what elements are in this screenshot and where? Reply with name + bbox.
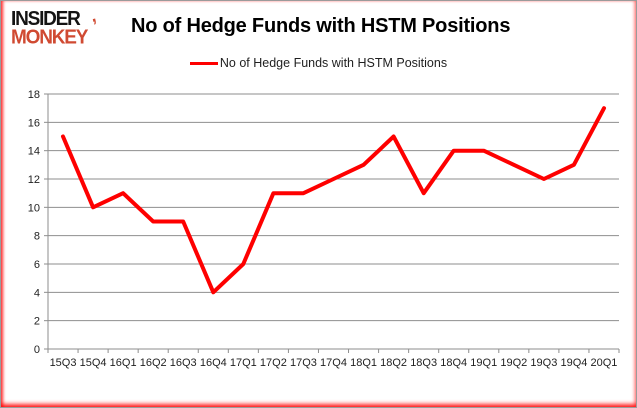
- y-tick-label: 14: [28, 146, 40, 158]
- y-tick-label: 18: [28, 89, 40, 101]
- chart-title: No of Hedge Funds with HSTM Positions: [131, 15, 511, 37]
- gridlines: [48, 93, 619, 350]
- x-tick-label: 18Q2: [380, 357, 407, 369]
- y-tick-label: 10: [28, 202, 40, 214]
- x-tick-label: 16Q4: [200, 357, 227, 369]
- legend-label: No of Hedge Funds with HSTM Positions: [219, 56, 448, 70]
- axis-lines: [47, 94, 619, 350]
- legend: No of Hedge Funds with HSTM Positions: [1, 56, 636, 70]
- x-tick-label: 20Q1: [591, 357, 618, 369]
- x-tick-label: 15Q4: [80, 357, 107, 369]
- y-tick-label: 12: [28, 174, 40, 186]
- x-tick-label: 18Q4: [440, 357, 467, 369]
- y-tick-label: 16: [28, 117, 40, 129]
- y-tick-label: 8: [34, 231, 40, 243]
- x-tick-label: 17Q2: [260, 357, 287, 369]
- x-tick-label: 19Q4: [560, 357, 587, 369]
- x-tick-label: 17Q1: [230, 357, 257, 369]
- x-tick-label: 16Q2: [140, 357, 167, 369]
- x-tick-label: 18Q3: [410, 357, 437, 369]
- x-tick-label: 19Q2: [500, 357, 527, 369]
- x-tick-label: 15Q3: [50, 357, 77, 369]
- series-line: [61, 106, 606, 295]
- y-tick-label: 4: [34, 287, 40, 299]
- x-tick-label: 16Q1: [110, 357, 137, 369]
- y-tick-label: 6: [34, 259, 40, 271]
- x-axis-labels: 15Q3 15Q4 16Q1 16Q2 16Q3 16Q4 17Q1 17Q2 17Q3 17Q4…: [50, 357, 618, 369]
- x-tick-label: 17Q3: [290, 357, 317, 369]
- x-tick-label: 16Q3: [170, 357, 197, 369]
- logo-text-insider: INSIDER: [11, 7, 81, 31]
- x-tick-label: 19Q1: [470, 357, 497, 369]
- x-tick-label: 17Q4: [320, 357, 347, 369]
- y-axis-labels: 0 2 4 6 8 10 12 14 16 18: [28, 89, 40, 356]
- tick-marks: [44, 93, 620, 353]
- y-tick-label: 0: [34, 344, 40, 356]
- x-tick-label: 18Q1: [350, 357, 377, 369]
- data-line: [61, 106, 606, 295]
- y-tick-label: 2: [34, 316, 40, 328]
- legend-line-marker: [189, 61, 218, 65]
- logo-line-insider: INSIDER ,: [11, 6, 96, 31]
- logo-line-monkey: MONKEY: [11, 26, 88, 50]
- x-tick-label: 19Q3: [530, 357, 557, 369]
- insider-monkey-logo: INSIDER , MONKEY: [11, 6, 96, 50]
